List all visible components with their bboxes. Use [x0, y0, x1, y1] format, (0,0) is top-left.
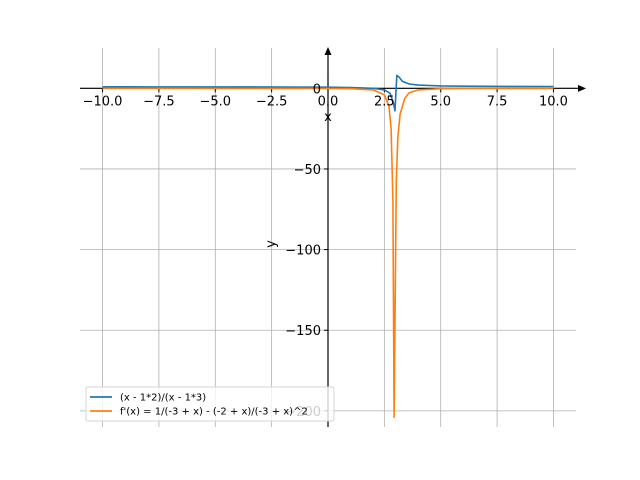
x-axis-label: x — [324, 110, 332, 125]
series-line-1 — [102, 87, 554, 419]
x-axis-arrow-icon — [578, 84, 586, 92]
y-tick-label: −50 — [294, 163, 321, 178]
tick-labels: −10.0 −7.5 −5.0 −2.5 0.0 2.5 5.0 7.5 10.0 0 −50 −10… — [83, 82, 568, 420]
y-tick-label: −100 — [285, 244, 321, 259]
y-axis-arrow-icon — [324, 47, 332, 55]
x-tick-label: 2.5 — [374, 94, 395, 109]
x-tick-label: −7.5 — [143, 94, 175, 109]
y-axis-label: y — [264, 240, 279, 248]
y-tick-label: 0 — [313, 82, 321, 97]
x-tick-label: 0.0 — [318, 94, 339, 109]
series-layer — [102, 74, 554, 419]
x-tick-label: −5.0 — [199, 94, 231, 109]
x-tick-label: −2.5 — [256, 94, 288, 109]
legend-box — [85, 386, 335, 422]
x-tick-label: 7.5 — [487, 94, 508, 109]
x-tick-label: 10.0 — [539, 94, 568, 109]
legend-entry-label: f'(x) = 1/(-3 + x) - (-2 + x)/(-3 + x)^2 — [120, 407, 308, 418]
legend: (x - 1*2)/(x - 1*3) f'(x) = 1/(-3 + x) - … — [85, 386, 335, 422]
series-line-0 — [102, 74, 554, 112]
x-tick-label: −10.0 — [83, 94, 123, 109]
y-tick-label: −150 — [285, 324, 321, 339]
x-tick-label: 5.0 — [430, 94, 451, 109]
legend-entry-label: (x - 1*2)/(x - 1*3) — [120, 393, 206, 404]
